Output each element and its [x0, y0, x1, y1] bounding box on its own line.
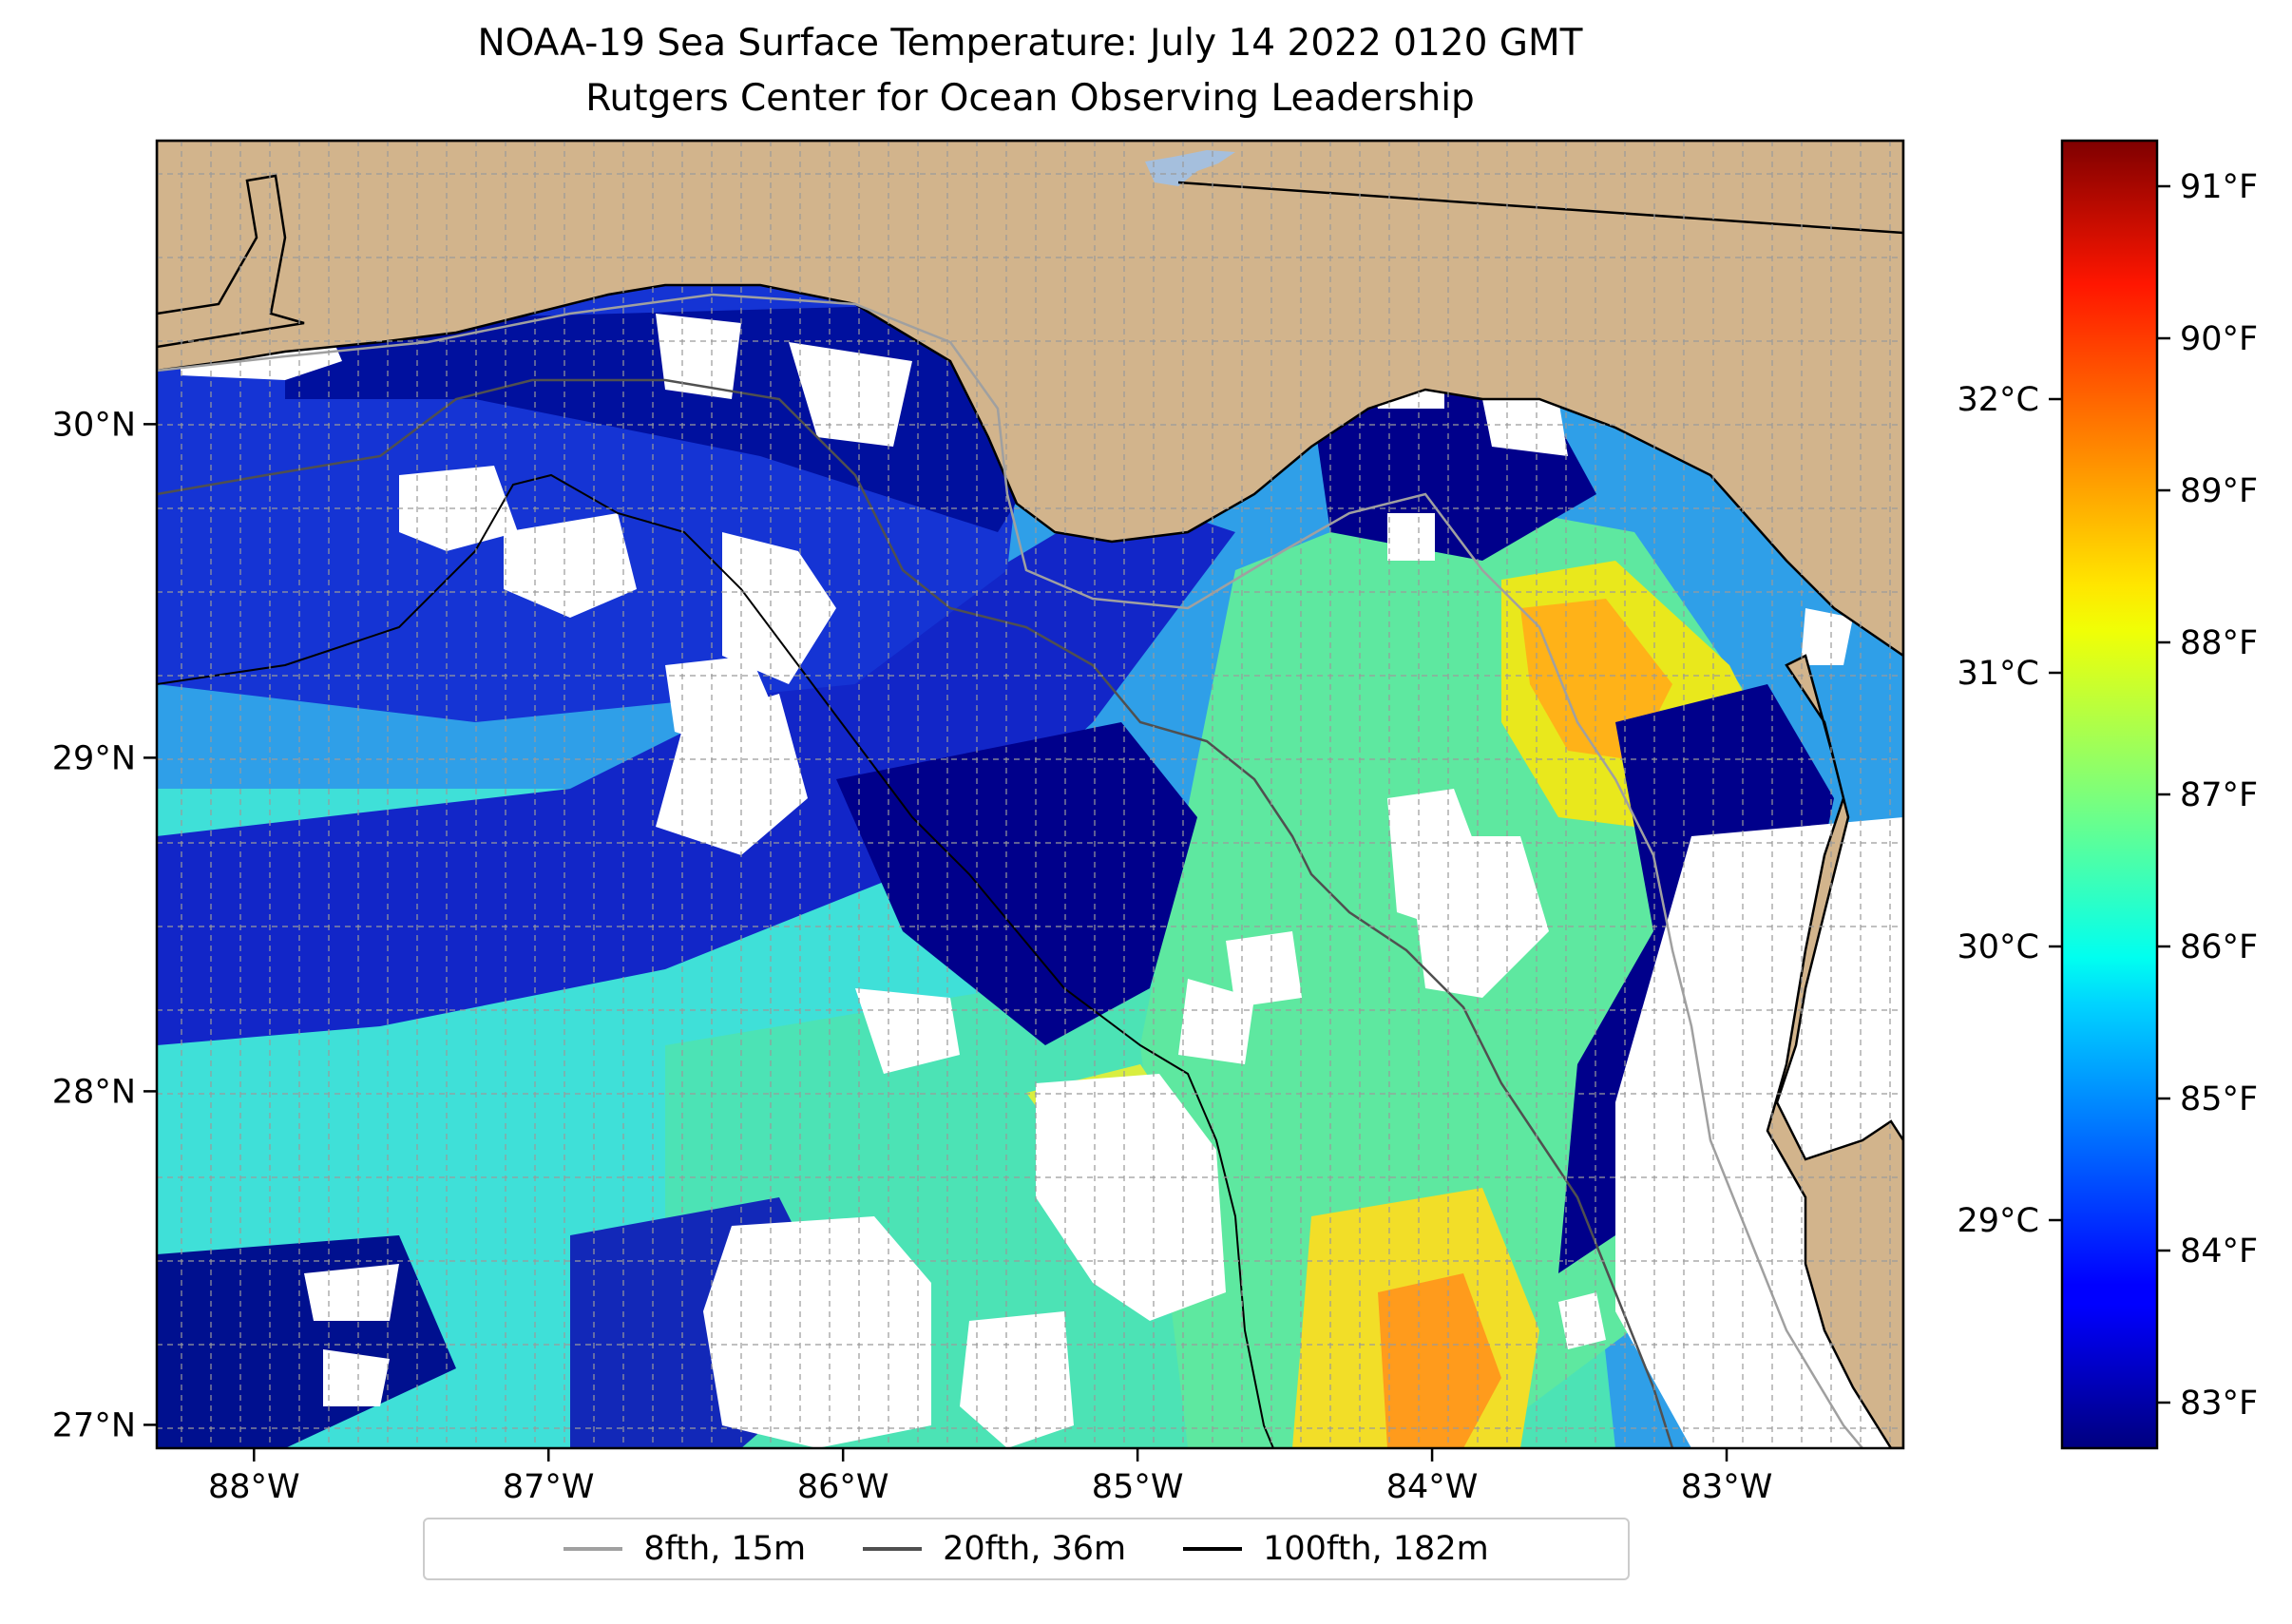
legend-label-8fth: 8fth, 15m	[643, 1530, 807, 1568]
sst-cold-core	[836, 722, 1197, 1045]
legend-swatch-8fth	[563, 1547, 623, 1551]
sst-southeast-hot	[1378, 1273, 1501, 1448]
cloud-patch	[1226, 931, 1302, 1007]
legend: 8fth, 15m 20fth, 36m 100fth, 182m	[423, 1518, 1630, 1580]
map-area	[157, 141, 1903, 1448]
lat-tick-label: 28°N	[52, 1073, 136, 1111]
f-tick-label: 89°F	[2180, 472, 2258, 510]
contour-15m	[157, 293, 1863, 1448]
lat-tick-label: 29°N	[52, 739, 136, 777]
colorbar-ticks: 83°F 84°F 85°F 86°F 87°F 88°F 89°F 90°F 91°F 29°C…	[1958, 168, 2259, 1423]
map-axes: 88°W 87°W 86°W 85°W 84°W 83°W 27°N 28°N 29°N 30°N	[52, 406, 1773, 1506]
lon-tick-label: 84°W	[1386, 1468, 1479, 1506]
c-tick-label: 29°C	[1958, 1202, 2039, 1240]
land-florida-peninsula	[1766, 654, 1903, 1448]
c-tick-label: 32°C	[1958, 381, 2039, 419]
contour-36m	[157, 378, 1674, 1448]
f-tick-label: 85°F	[2180, 1080, 2258, 1118]
legend-item-100fth: 100fth, 182m	[1183, 1530, 1489, 1568]
land-mobile-bay-west	[157, 174, 305, 349]
lon-tick-label: 88°W	[208, 1468, 300, 1506]
lon-tick-label: 87°W	[503, 1468, 595, 1506]
colorbar	[2060, 139, 2159, 1450]
cloud-patch	[789, 342, 912, 447]
cloud-patch	[722, 532, 836, 684]
cloud-patch	[1558, 1292, 1606, 1349]
cloud-patch	[656, 314, 741, 399]
lat-tick-label: 30°N	[52, 406, 136, 444]
gridlines	[157, 141, 1903, 1448]
cloud-patch	[1178, 979, 1254, 1064]
contour-182m	[157, 473, 1274, 1448]
cloud-patch	[703, 1216, 931, 1448]
cloud-patch	[656, 694, 808, 855]
f-tick-label: 88°F	[2180, 624, 2258, 662]
legend-item-20fth: 20fth, 36m	[863, 1530, 1126, 1568]
state-border	[1177, 181, 1903, 235]
c-tick-label: 31°C	[1958, 655, 2039, 693]
map-frame	[155, 139, 1905, 1450]
lon-tick-label: 86°W	[797, 1468, 889, 1506]
gridline	[157, 173, 1903, 1429]
lake	[1145, 150, 1235, 186]
f-tick-label: 87°F	[2180, 776, 2258, 814]
legend-item-8fth: 8fth, 15m	[563, 1530, 806, 1568]
legend-label-100fth: 100fth, 182m	[1263, 1530, 1489, 1568]
f-tick-label: 91°F	[2180, 168, 2258, 206]
cloud-patch	[513, 532, 589, 589]
legend-swatch-100fth	[1183, 1547, 1243, 1551]
legend-swatch-20fth	[863, 1547, 923, 1551]
cloud-patch	[1387, 513, 1435, 561]
cloud-patch	[323, 1349, 390, 1406]
f-tick-label: 83°F	[2180, 1385, 2258, 1423]
gridline	[181, 141, 1891, 1448]
f-tick-label: 90°F	[2180, 320, 2258, 358]
f-tick-label: 84°F	[2180, 1232, 2258, 1271]
cloud-patch	[304, 1264, 399, 1321]
title-line-2: Rutgers Center for Ocean Observing Leade…	[585, 77, 1475, 120]
legend-label-20fth: 20fth, 36m	[943, 1530, 1127, 1568]
lon-tick-label: 85°W	[1092, 1468, 1184, 1506]
c-tick-label: 30°C	[1958, 928, 2039, 966]
lat-tick-label: 27°N	[52, 1406, 136, 1444]
cloud-patch	[960, 1311, 1074, 1448]
cloud-patch	[1482, 399, 1568, 456]
cloud-patch	[1036, 1074, 1226, 1321]
f-tick-label: 86°F	[2180, 928, 2258, 966]
lon-tick-label: 83°W	[1681, 1468, 1773, 1506]
cloud-patch	[1801, 608, 1853, 665]
title-line-1: NOAA-19 Sea Surface Temperature: July 14…	[477, 22, 1583, 65]
